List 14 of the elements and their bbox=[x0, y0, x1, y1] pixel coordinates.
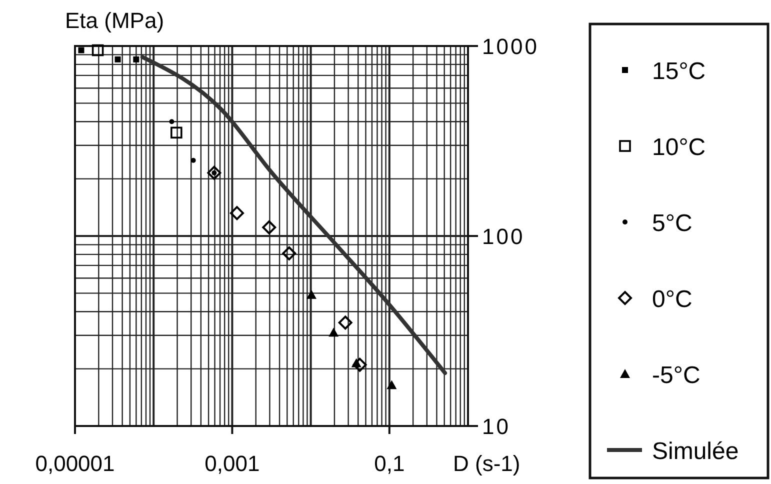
y-tick-label: 10 bbox=[482, 414, 510, 439]
y-tick-label: 1000 bbox=[482, 34, 539, 59]
x-tick-label: 0,001 bbox=[204, 451, 260, 476]
legend-label: -5°C bbox=[652, 362, 700, 389]
legend-label: 5°C bbox=[652, 210, 692, 237]
legend-label: 0°C bbox=[652, 286, 692, 313]
x-tick-label: 0,1 bbox=[374, 451, 405, 476]
legend-label: Simulée bbox=[652, 438, 739, 465]
legend-label: 15°C bbox=[652, 58, 706, 85]
y-tick-label: 100 bbox=[482, 224, 525, 249]
legend-label: 10°C bbox=[652, 134, 706, 161]
x-axis-title: D (s-1) bbox=[453, 451, 520, 476]
x-tick-label: 0,00001 bbox=[35, 451, 115, 476]
y-axis-title: Eta (MPa) bbox=[65, 8, 164, 33]
